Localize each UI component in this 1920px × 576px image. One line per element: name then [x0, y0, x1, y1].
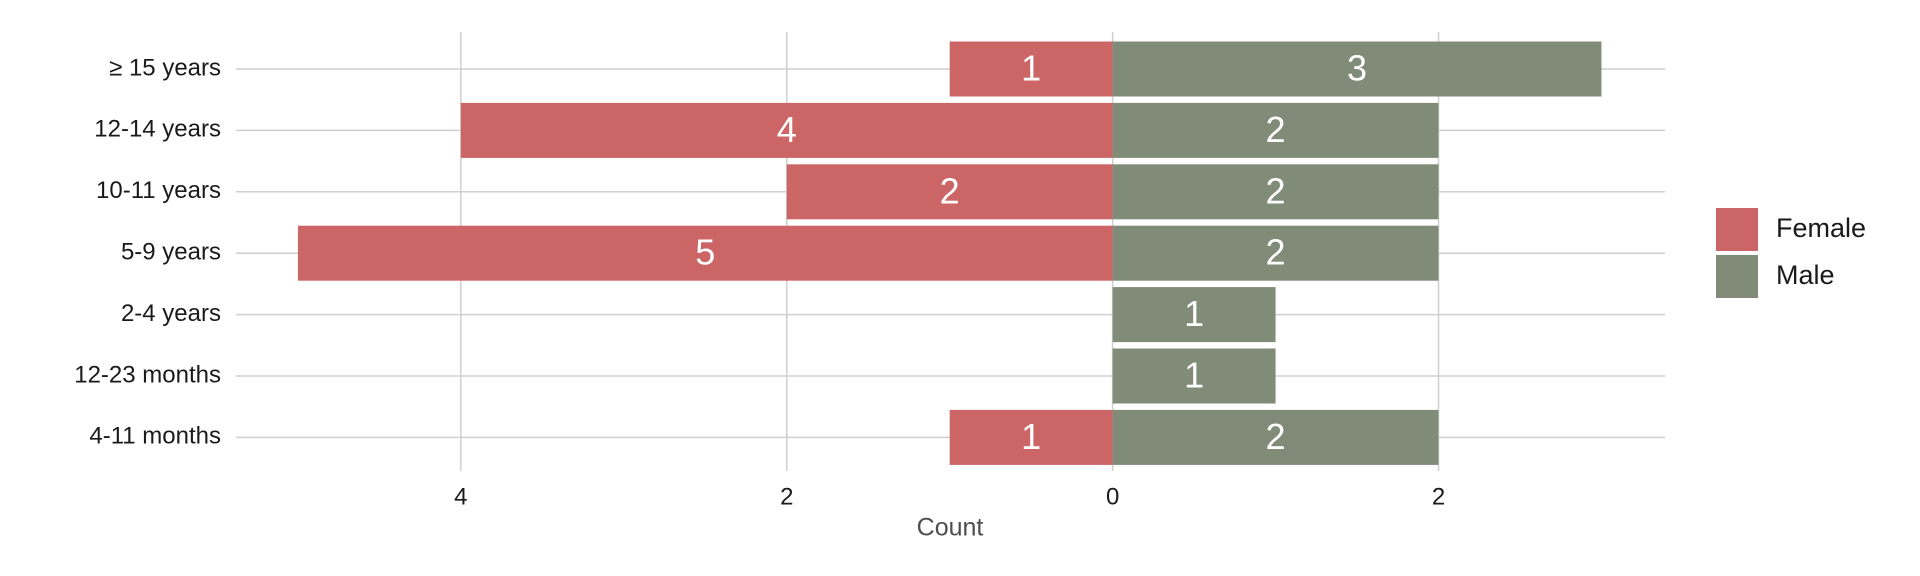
bar [1112, 41, 1602, 97]
bar [949, 41, 1113, 97]
bar-label: 5 [695, 232, 715, 273]
bar [1112, 164, 1439, 220]
x-tick-label: 2 [780, 483, 793, 510]
bar-label: 3 [1347, 48, 1367, 89]
bar [786, 164, 1113, 220]
bar-label: 2 [1266, 109, 1286, 150]
bar [1112, 225, 1439, 281]
bar-label: 2 [1266, 170, 1286, 211]
bar-label: 1 [1021, 48, 1041, 89]
bar [297, 225, 1113, 281]
bar [1112, 348, 1276, 404]
y-tick-label: 10-11 years [96, 177, 221, 204]
bar-label: 2 [940, 170, 960, 211]
y-tick-label: 4-11 months [89, 423, 221, 450]
x-axis-title: Count [917, 514, 984, 542]
bar-label: 1 [1184, 293, 1204, 334]
x-tick-label: 2 [1432, 483, 1445, 510]
bar [1112, 409, 1439, 465]
y-tick-label: 12-23 months [74, 361, 221, 388]
bar-label: 2 [1266, 232, 1286, 273]
legend-label: Female [1776, 213, 1866, 243]
legend-swatch [1716, 255, 1758, 298]
bar [1112, 287, 1276, 343]
bar-label: 1 [1021, 416, 1041, 457]
bar-label: 4 [777, 109, 797, 150]
y-tick-label: ≥ 15 years [109, 54, 221, 81]
bar [460, 102, 1113, 158]
legend-swatch [1716, 208, 1758, 251]
y-tick-label: 5-9 years [121, 239, 221, 266]
y-tick-label: 12-14 years [94, 116, 221, 143]
bar-label: 2 [1266, 416, 1286, 457]
bar [949, 409, 1113, 465]
legend-label: Male [1776, 260, 1835, 290]
x-tick-label: 0 [1106, 483, 1119, 510]
bar [1112, 102, 1439, 158]
y-tick-label: 2-4 years [121, 300, 221, 327]
bar-label: 1 [1184, 355, 1204, 396]
x-tick-label: 4 [454, 483, 467, 510]
